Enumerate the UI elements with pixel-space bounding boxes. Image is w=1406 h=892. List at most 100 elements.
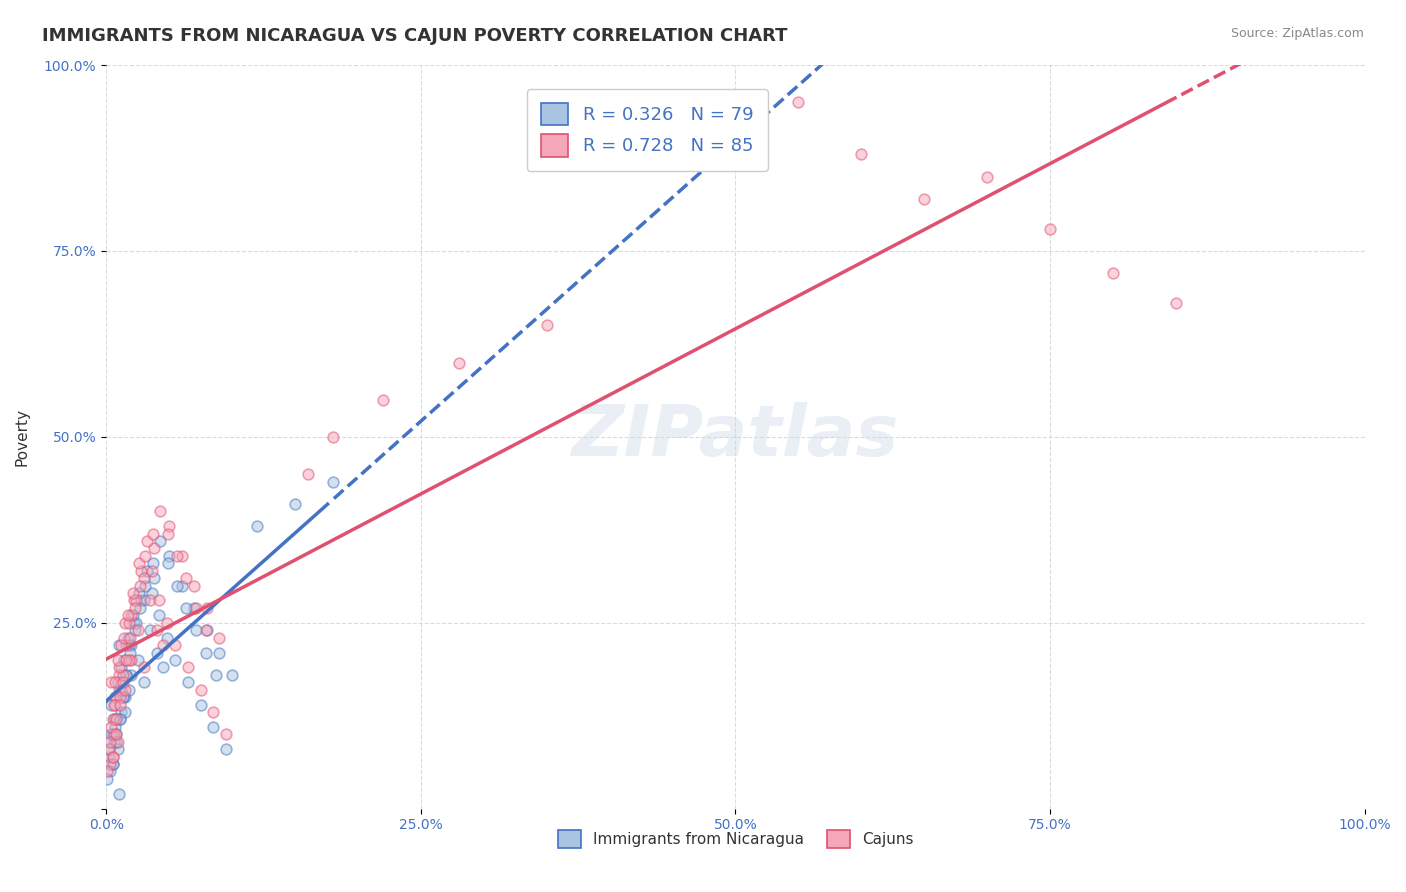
Point xyxy=(120,653,142,667)
Point xyxy=(156,615,179,630)
Point xyxy=(111,668,134,682)
Point xyxy=(166,549,188,563)
Point xyxy=(120,646,142,660)
Point xyxy=(195,601,218,615)
Point xyxy=(156,556,179,570)
Point xyxy=(108,713,131,727)
Point xyxy=(131,564,153,578)
Point xyxy=(112,631,135,645)
Point xyxy=(297,467,319,481)
Point xyxy=(114,682,136,697)
Point xyxy=(143,541,166,556)
Point xyxy=(104,720,127,734)
Point xyxy=(100,675,122,690)
Point xyxy=(132,593,155,607)
Point xyxy=(108,660,131,674)
Point xyxy=(105,735,128,749)
Point xyxy=(148,608,170,623)
Point xyxy=(194,624,217,638)
Point xyxy=(170,549,193,563)
Point xyxy=(148,593,170,607)
Point xyxy=(447,355,470,369)
Point xyxy=(105,713,128,727)
Point xyxy=(115,638,138,652)
Point xyxy=(134,549,156,563)
Point xyxy=(284,497,307,511)
Point xyxy=(110,682,132,697)
Point xyxy=(166,579,188,593)
Point xyxy=(110,705,132,719)
Point xyxy=(139,624,162,638)
Point xyxy=(157,549,180,563)
Point xyxy=(139,593,162,607)
Point xyxy=(177,675,200,690)
Point xyxy=(103,713,125,727)
Point xyxy=(101,713,124,727)
Point xyxy=(100,720,122,734)
Point xyxy=(101,727,124,741)
Point xyxy=(117,631,139,645)
Point xyxy=(98,757,121,772)
Point xyxy=(120,608,142,623)
Point xyxy=(108,638,131,652)
Point xyxy=(536,318,558,333)
Point xyxy=(114,705,136,719)
Point xyxy=(177,660,200,674)
Point xyxy=(127,624,149,638)
Point xyxy=(128,586,150,600)
Point xyxy=(322,430,344,444)
Point xyxy=(149,533,172,548)
Point xyxy=(246,519,269,533)
Point xyxy=(221,668,243,682)
Point xyxy=(120,638,142,652)
Point xyxy=(145,624,167,638)
Point xyxy=(105,690,128,705)
Text: ZIPatlas: ZIPatlas xyxy=(572,402,900,471)
Point xyxy=(184,601,207,615)
Point xyxy=(135,533,157,548)
Point xyxy=(129,579,152,593)
Point xyxy=(110,660,132,674)
Point xyxy=(1102,266,1125,280)
Point xyxy=(110,638,132,652)
Point xyxy=(132,660,155,674)
Point xyxy=(120,668,142,682)
Point xyxy=(124,601,146,615)
Point xyxy=(112,653,135,667)
Point xyxy=(851,147,873,161)
Point xyxy=(142,526,165,541)
Point xyxy=(174,601,197,615)
Point xyxy=(104,690,127,705)
Point xyxy=(105,727,128,741)
Point xyxy=(152,638,174,652)
Point xyxy=(122,593,145,607)
Point xyxy=(108,682,131,697)
Point xyxy=(125,615,148,630)
Point xyxy=(108,698,131,712)
Point xyxy=(121,608,143,623)
Point xyxy=(128,556,150,570)
Point xyxy=(108,668,131,682)
Point xyxy=(190,682,212,697)
Point xyxy=(976,169,998,184)
Point xyxy=(101,749,124,764)
Point xyxy=(142,556,165,570)
Point xyxy=(97,742,120,756)
Point xyxy=(104,675,127,690)
Point xyxy=(108,690,131,705)
Point xyxy=(135,564,157,578)
Point xyxy=(118,638,141,652)
Point xyxy=(131,593,153,607)
Point xyxy=(371,392,394,407)
Point xyxy=(120,631,142,645)
Point xyxy=(114,615,136,630)
Point xyxy=(215,742,238,756)
Point xyxy=(105,713,128,727)
Point xyxy=(132,571,155,585)
Point xyxy=(108,713,131,727)
Point xyxy=(97,742,120,756)
Point xyxy=(96,772,118,786)
Point xyxy=(107,742,129,756)
Point xyxy=(114,690,136,705)
Point xyxy=(190,698,212,712)
